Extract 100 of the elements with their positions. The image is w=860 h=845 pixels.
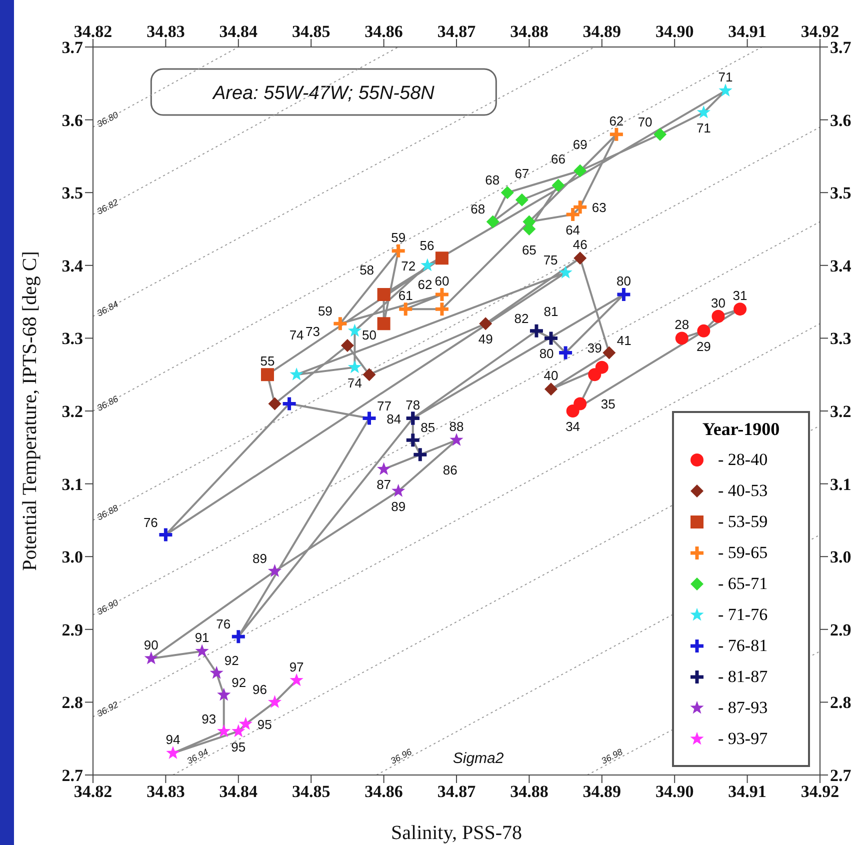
point <box>435 252 448 265</box>
annotation: 62 <box>418 277 432 292</box>
point <box>420 258 434 272</box>
point <box>404 432 422 448</box>
y-axis-title: Potential Temperature, IPTS-68 [deg C] <box>19 251 41 571</box>
annotation: 71 <box>718 70 733 85</box>
annotation: 78 <box>406 397 420 412</box>
annotation: 59 <box>391 230 406 245</box>
annotation: 90 <box>144 638 158 653</box>
point <box>615 286 632 303</box>
point <box>558 266 572 278</box>
annotation: 50 <box>362 328 376 343</box>
x-tick-label: 34.84 <box>219 22 258 41</box>
y-tick-label: 2.8 <box>62 693 83 712</box>
y2-tick-label: 2.9 <box>830 620 852 640</box>
annotation: 64 <box>566 222 580 238</box>
point <box>572 198 588 216</box>
point <box>602 346 616 360</box>
annotation: 75 <box>543 252 558 268</box>
x-tick-label: 34.88 <box>510 22 548 41</box>
annotation: 35 <box>600 396 616 412</box>
point <box>268 564 282 577</box>
annotation: 96 <box>252 682 267 698</box>
y2-tick-label: 3.1 <box>830 474 852 494</box>
annotation: 69 <box>572 136 588 152</box>
y-tick-label: 3.3 <box>62 329 83 348</box>
x2-tick-label: 34.86 <box>364 782 403 802</box>
annotation: 58 <box>360 262 374 278</box>
point <box>377 317 390 330</box>
annotation: 39 <box>587 340 602 356</box>
point <box>434 300 450 318</box>
point <box>515 193 528 206</box>
annotation: 80 <box>539 346 554 361</box>
point <box>144 651 158 664</box>
annotation: 56 <box>420 238 434 254</box>
point <box>696 105 710 118</box>
annotation: 86 <box>442 462 458 478</box>
annotation: 40 <box>544 368 558 384</box>
annotation: 84 <box>386 411 402 426</box>
y-tick-label: 3.5 <box>62 184 83 203</box>
point <box>574 397 587 410</box>
annotation: 94 <box>166 732 180 748</box>
annotation: 68 <box>470 202 486 217</box>
x2-tick-label: 34.91 <box>728 782 766 802</box>
y-tick-label: 3.1 <box>62 474 83 494</box>
annotation: 88 <box>449 419 464 434</box>
point <box>595 360 608 374</box>
point <box>412 446 428 463</box>
point <box>332 315 348 332</box>
annotation: 92 <box>224 653 239 668</box>
annotation: 31 <box>732 288 748 304</box>
annotation: 60 <box>434 274 450 289</box>
annotation: 77 <box>377 398 392 414</box>
text: 36.96 <box>388 746 414 766</box>
annotation: 34 <box>566 419 580 434</box>
x2-tick-label: 34.83 <box>146 782 185 802</box>
annotation: 95 <box>231 739 246 754</box>
point <box>157 526 174 544</box>
point <box>574 164 587 178</box>
x-axis-title: Salinity, PSS-78 <box>391 822 522 844</box>
point <box>348 360 362 374</box>
y2-tick-label: 3.5 <box>830 184 852 203</box>
point <box>230 628 247 645</box>
y2-tick-label: 3.3 <box>830 329 852 348</box>
point <box>340 338 354 352</box>
y2-tick-label: 3.6 <box>830 110 852 130</box>
point <box>397 300 414 318</box>
point <box>528 322 545 340</box>
annotation: 92 <box>232 674 246 690</box>
point <box>552 178 565 192</box>
annotation: 89 <box>391 499 406 514</box>
annotation: 93 <box>202 711 216 726</box>
annotation: 82 <box>514 310 529 326</box>
point <box>268 695 282 708</box>
y2-tick-label: 3.2 <box>830 402 852 422</box>
legend-label: - 93-97 <box>718 728 768 748</box>
x-tick-label: 34.85 <box>292 22 330 41</box>
y-tick-label: 3.7 <box>62 38 84 58</box>
point <box>734 302 747 316</box>
annotation: 46 <box>572 237 588 252</box>
legend-label: - 87-93 <box>718 698 768 718</box>
annotation: 72 <box>401 258 416 274</box>
point <box>574 252 587 265</box>
annotation: Sigma2 <box>452 750 504 767</box>
y-tick-label: 3.4 <box>62 256 84 276</box>
annotation: 85 <box>420 420 436 436</box>
point <box>675 332 688 345</box>
annotation: 67 <box>514 166 530 181</box>
x-tick-label: 34.87 <box>437 22 476 41</box>
annotation: 91 <box>194 630 210 646</box>
annotation: 95 <box>257 717 272 732</box>
annotation: 29 <box>696 338 711 354</box>
x-tick-label: 34.82 <box>74 22 112 41</box>
x-tick-label: 34.83 <box>146 22 185 41</box>
annotation: 63 <box>592 200 606 216</box>
annotation: 89 <box>252 551 267 566</box>
annotation: 49 <box>478 332 493 347</box>
annotation: 66 <box>551 151 566 166</box>
y-tick-label: 3.6 <box>62 110 83 130</box>
text: 36.82 <box>95 197 120 216</box>
